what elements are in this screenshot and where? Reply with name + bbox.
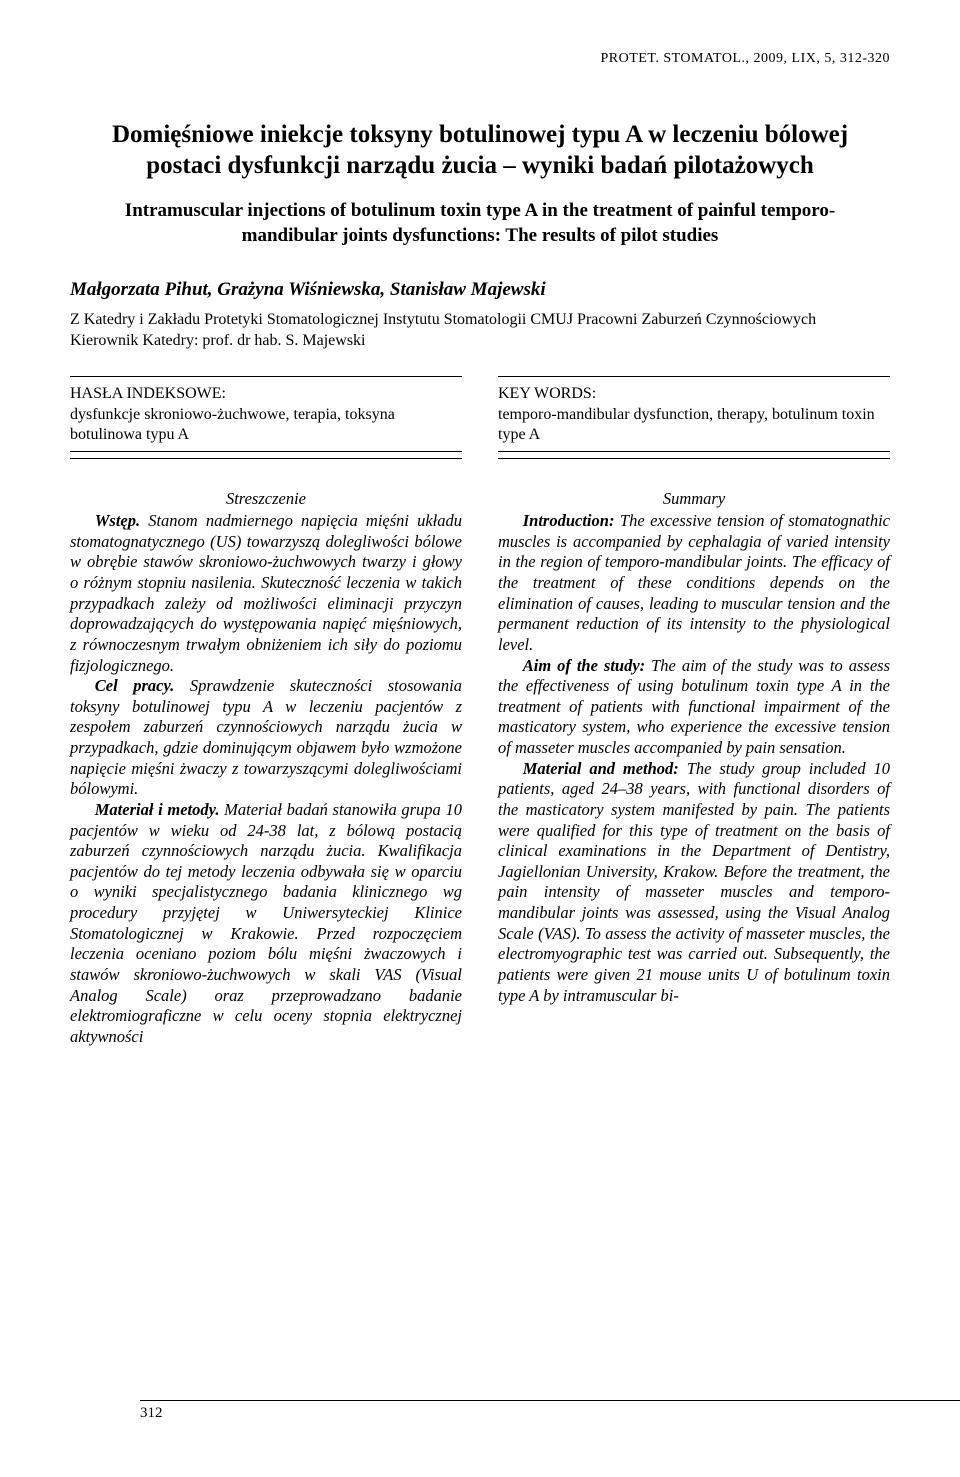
abstract-pl-mat-text: Materiał badań stanowiła grupa 10 pacjen… — [70, 800, 462, 1046]
abstract-en-mat-text: The study group included 10 patients, ag… — [498, 759, 890, 1005]
authors-line: Małgorzata Pihut, Grażyna Wiśniewska, St… — [70, 277, 890, 303]
abstract-pl-cel-label: Cel pracy. — [95, 676, 175, 695]
abstract-pl-wstep-label: Wstęp. — [95, 511, 140, 530]
abstract-pl: Streszczenie Wstęp. Stanom nadmiernego n… — [70, 489, 462, 1048]
affiliation-block: Z Katedry i Zakładu Protetyki Stomatolog… — [70, 310, 890, 352]
abstract-en-aim-label: Aim of the study: — [523, 656, 645, 675]
keywords-en-heading: KEY WORDS: — [498, 383, 890, 405]
abstract-en-heading: Summary — [498, 489, 890, 510]
title-polish: Domięśniowe iniekcje toksyny botulinowej… — [70, 119, 890, 182]
abstract-en-intro: Introduction: The excessive tension of s… — [498, 511, 890, 655]
abstract-pl-wstep: Wstęp. Stanom nadmiernego napięcia mięśn… — [70, 511, 462, 676]
keywords-pl-text: dysfunkcje skroniowo-żuchwowe, terapia, … — [70, 405, 462, 445]
keywords-en-text: temporo-mandibular dysfunction, therapy,… — [498, 405, 890, 445]
keywords-en-block: KEY WORDS: temporo-mandibular dysfunctio… — [498, 376, 890, 452]
abstract-en-intro-label: Introduction: — [523, 511, 615, 530]
keywords-pl-heading: HASŁA INDEKSOWE: — [70, 383, 462, 405]
page-number: 312 — [140, 1400, 960, 1423]
keywords-row: HASŁA INDEKSOWE: dysfunkcje skroniowo-żu… — [70, 376, 890, 489]
journal-meta: PROTET. STOMATOL., 2009, LIX, 5, 312-320 — [70, 50, 890, 69]
abstract-pl-mat: Materiał i metody. Materiał badań stanow… — [70, 800, 462, 1048]
abstract-en-aim: Aim of the study: The aim of the study w… — [498, 656, 890, 759]
abstract-en-mat: Material and method: The study group inc… — [498, 759, 890, 1007]
title-english: Intramuscular injections of botulinum to… — [70, 199, 890, 248]
abstract-pl-mat-label: Materiał i metody. — [95, 800, 220, 819]
affiliation-line-1: Z Katedry i Zakładu Protetyki Stomatolog… — [70, 310, 890, 331]
abstract-pl-wstep-text: Stanom nadmiernego napięcia mięśni układ… — [70, 511, 462, 674]
affiliation-line-2: Kierownik Katedry: prof. dr hab. S. Maje… — [70, 331, 890, 352]
abstract-en-intro-text: The excessive tension of stomatognathic … — [498, 511, 890, 654]
abstract-row: Streszczenie Wstęp. Stanom nadmiernego n… — [70, 489, 890, 1048]
abstract-pl-cel: Cel pracy. Sprawdzenie skuteczności stos… — [70, 676, 462, 800]
abstract-en: Summary Introduction: The excessive tens… — [498, 489, 890, 1048]
abstract-en-mat-label: Material and method: — [523, 759, 679, 778]
abstract-pl-heading: Streszczenie — [70, 489, 462, 510]
keywords-pl-block: HASŁA INDEKSOWE: dysfunkcje skroniowo-żu… — [70, 376, 462, 452]
